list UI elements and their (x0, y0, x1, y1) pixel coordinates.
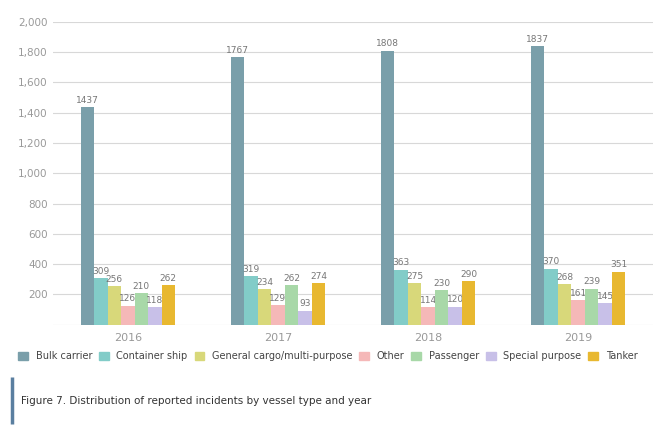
Text: 234: 234 (256, 278, 273, 287)
Text: 268: 268 (556, 273, 573, 282)
Text: 1437: 1437 (76, 96, 99, 105)
Text: 239: 239 (583, 277, 600, 286)
Text: 230: 230 (433, 278, 450, 288)
Bar (408, 283, 422, 325)
Bar (284, 285, 298, 325)
Bar (612, 271, 625, 325)
Bar (312, 283, 325, 325)
Text: 1837: 1837 (526, 35, 549, 44)
Text: 93: 93 (299, 299, 311, 308)
Text: 256: 256 (106, 275, 123, 284)
Bar (394, 270, 408, 325)
Text: 161: 161 (569, 289, 587, 298)
Bar (81, 107, 94, 325)
Bar (298, 310, 312, 325)
Bar (244, 276, 258, 325)
Bar (422, 307, 435, 325)
Text: 145: 145 (597, 291, 614, 301)
Bar (121, 306, 135, 325)
Bar (258, 289, 271, 325)
Text: 1767: 1767 (226, 46, 249, 55)
Bar (107, 286, 121, 325)
Bar (544, 268, 558, 325)
Text: 370: 370 (543, 257, 559, 266)
Bar (435, 290, 448, 325)
Text: 274: 274 (310, 272, 327, 281)
Bar (585, 288, 599, 325)
Bar (230, 57, 244, 325)
Text: 262: 262 (283, 274, 300, 283)
Bar (531, 46, 544, 325)
Text: 275: 275 (406, 272, 423, 281)
Text: 120: 120 (446, 295, 464, 304)
Bar (558, 284, 571, 325)
Bar (271, 305, 284, 325)
Bar (162, 285, 175, 325)
Text: 1808: 1808 (376, 39, 399, 48)
Bar (381, 51, 394, 325)
Bar (599, 303, 612, 325)
Text: 129: 129 (269, 294, 286, 303)
Bar (94, 278, 107, 325)
Text: 118: 118 (147, 296, 163, 304)
Bar (135, 293, 148, 325)
Bar (148, 307, 162, 325)
Text: 114: 114 (420, 296, 437, 305)
Bar (462, 281, 476, 325)
Text: Figure 7. Distribution of reported incidents by vessel type and year: Figure 7. Distribution of reported incid… (21, 395, 372, 406)
Text: 309: 309 (92, 267, 109, 276)
Legend: Bulk carrier, Container ship, General cargo/multi-purpose, Other, Passenger, Spe: Bulk carrier, Container ship, General ca… (18, 351, 637, 361)
Bar (571, 301, 585, 325)
Text: 262: 262 (160, 274, 177, 283)
Text: 363: 363 (392, 259, 410, 268)
Text: 126: 126 (119, 294, 137, 304)
Text: 319: 319 (242, 265, 260, 274)
Text: 290: 290 (460, 269, 477, 278)
Text: 351: 351 (610, 260, 627, 269)
Text: 210: 210 (133, 281, 150, 291)
Bar (448, 307, 462, 325)
